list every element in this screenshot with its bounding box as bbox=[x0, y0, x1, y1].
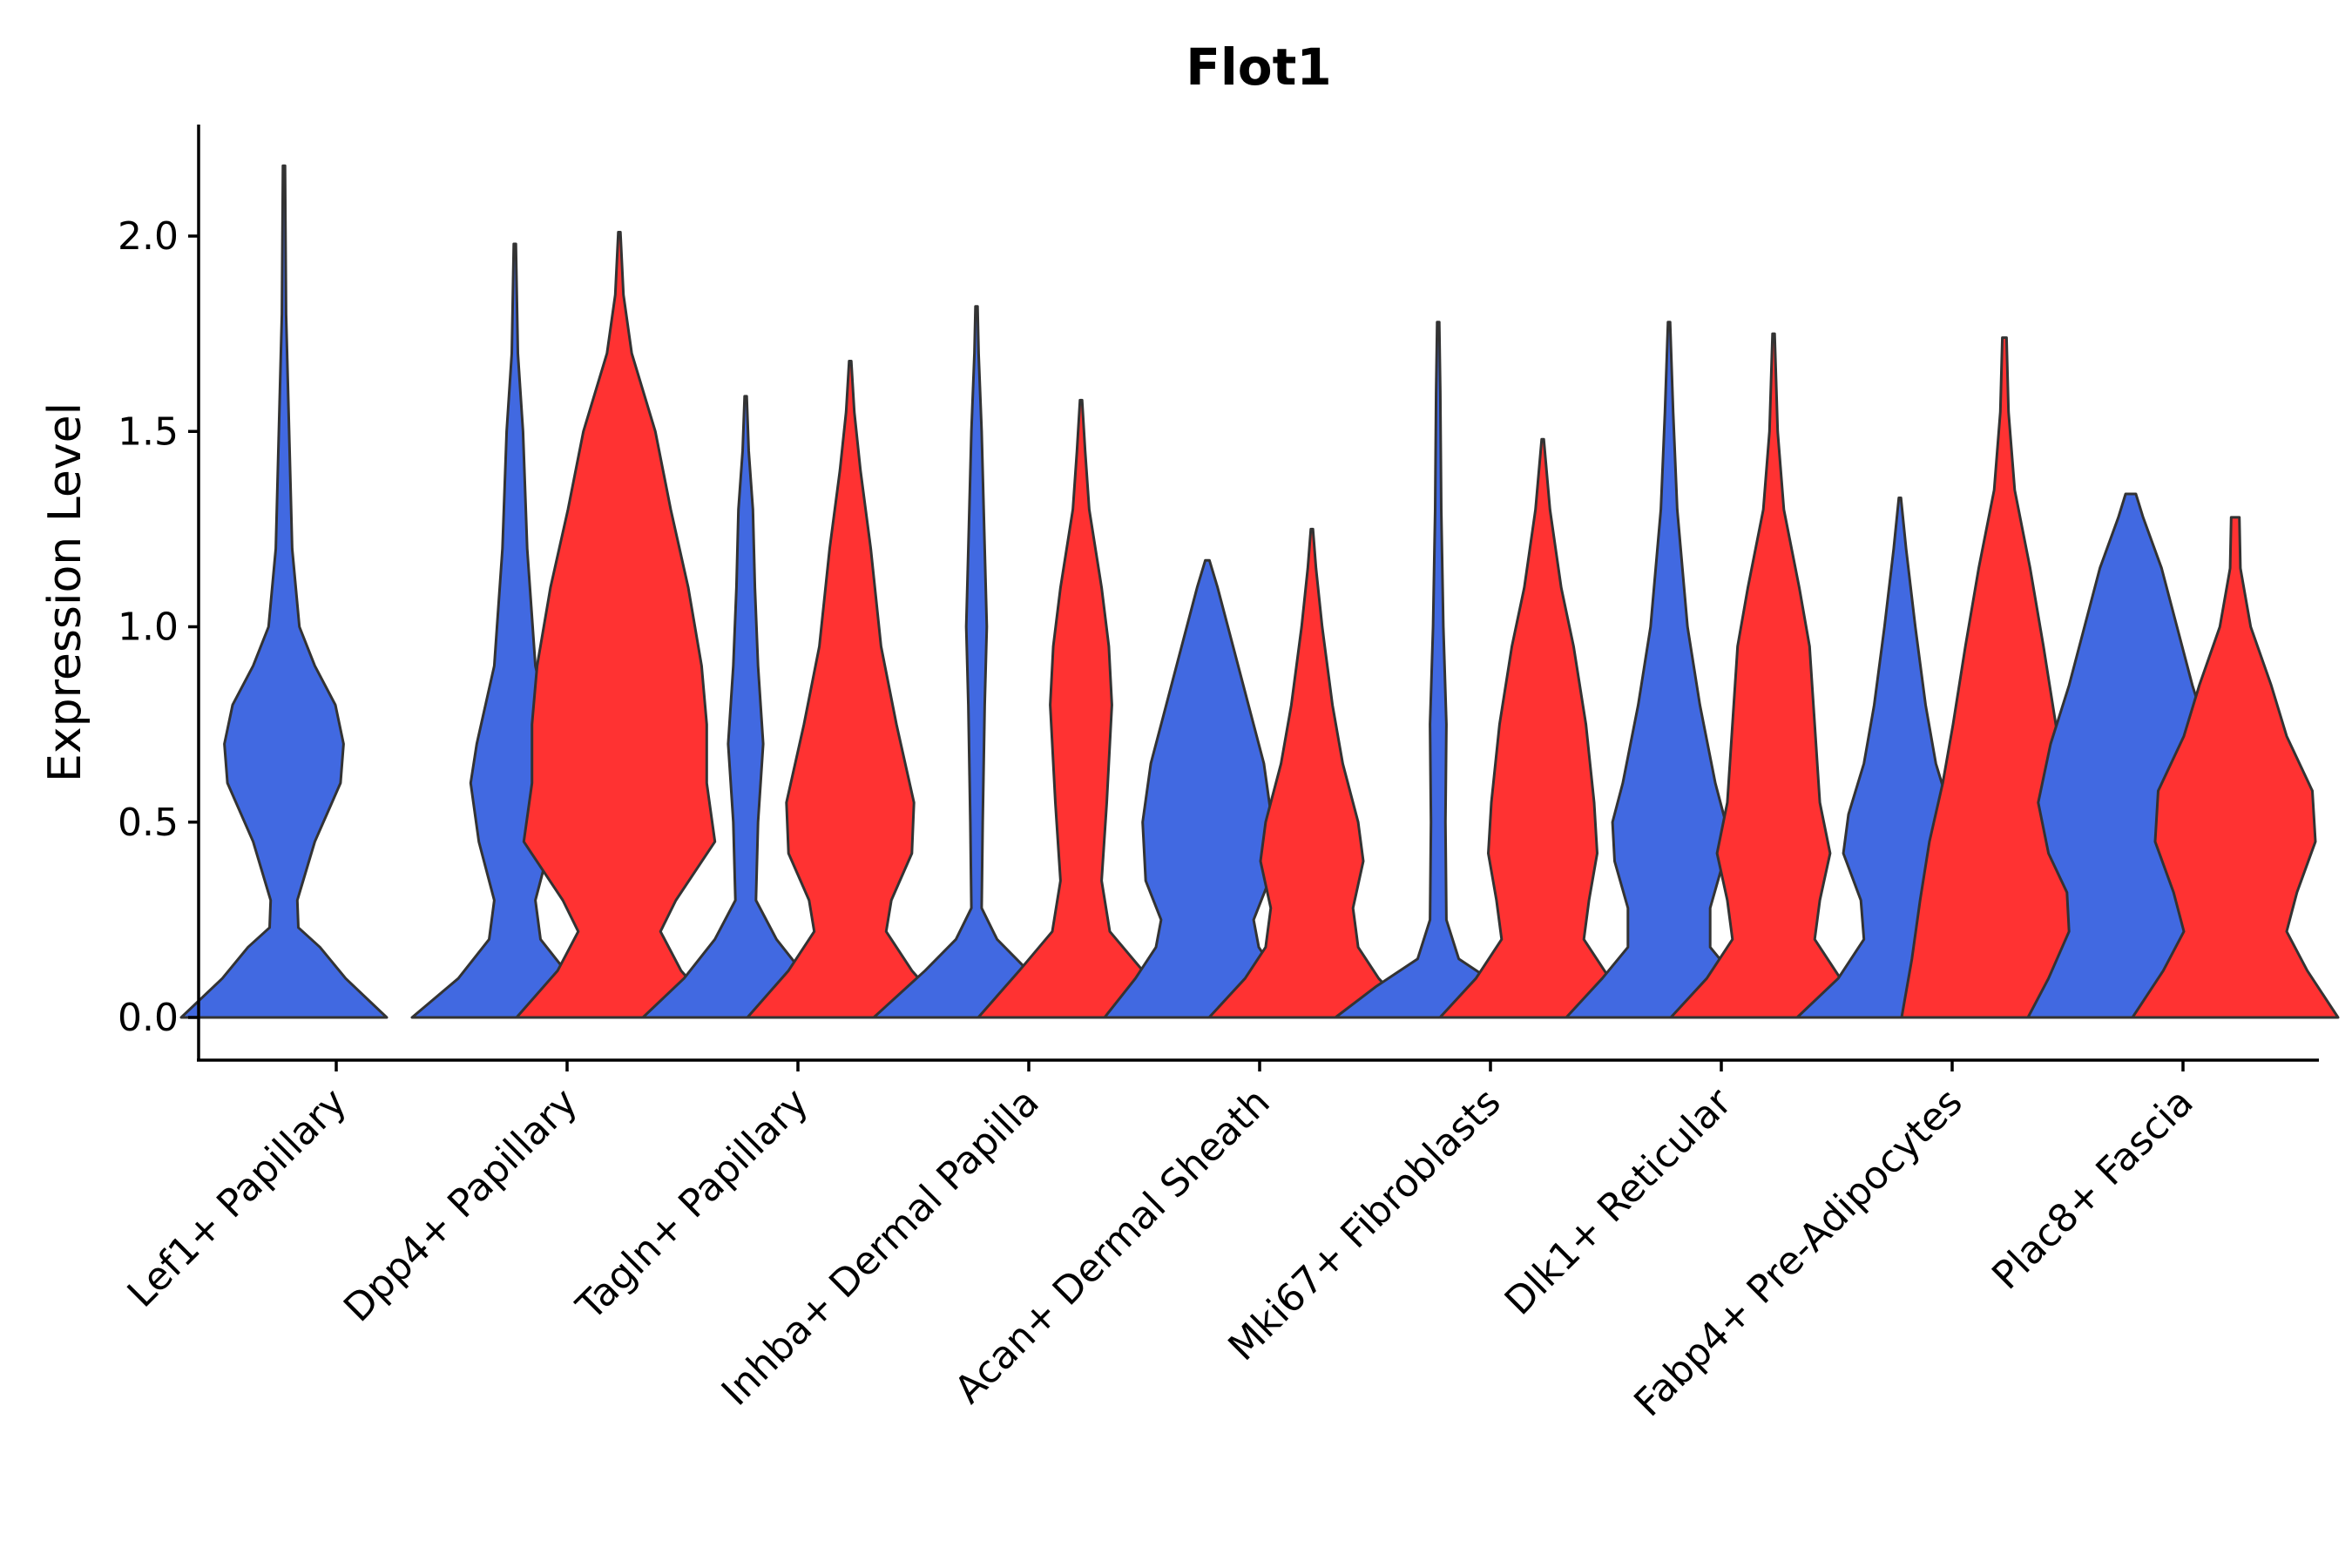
y-tick-label: 0.0 bbox=[118, 996, 179, 1040]
violin-group2-6 bbox=[1669, 332, 1878, 1019]
y-axis-ticks: 0.0 0.5 1.0 1.5 2.0 bbox=[118, 214, 199, 1040]
x-tick-label: Dlk1+ Reticular bbox=[1497, 1079, 1741, 1324]
violin-group1-2 bbox=[641, 395, 850, 1019]
violins-layer bbox=[179, 164, 2340, 1019]
violin-group1-4 bbox=[1103, 558, 1312, 1019]
violin-group2-3 bbox=[977, 398, 1186, 1019]
x-tick-label: Dpp4+ Papillary bbox=[335, 1080, 586, 1331]
violin-group2-1 bbox=[515, 231, 724, 1019]
violin-group1-5 bbox=[1334, 321, 1543, 1019]
x-tick-label: Plac8+ Fascia bbox=[1984, 1080, 2202, 1299]
violin-group2-8 bbox=[2131, 516, 2340, 1019]
y-tick-label: 0.5 bbox=[118, 801, 179, 845]
violin-group2-4 bbox=[1207, 527, 1416, 1019]
violin-group2-2 bbox=[746, 360, 955, 1019]
y-tick-label: 2.0 bbox=[118, 214, 179, 259]
chart-title: Flot1 bbox=[1186, 37, 1331, 97]
x-tick-label: Tagln+ Papillary bbox=[568, 1080, 817, 1329]
violin-group1-3 bbox=[872, 305, 1081, 1019]
violin-group1-0 bbox=[179, 164, 389, 1019]
x-tick-label: Lef1+ Papillary bbox=[119, 1080, 355, 1316]
y-tick-label: 1.0 bbox=[118, 605, 179, 650]
y-tick-label: 1.5 bbox=[118, 409, 179, 454]
violin-group2-5 bbox=[1438, 437, 1647, 1019]
y-axis-title: Expression Level bbox=[39, 402, 91, 782]
